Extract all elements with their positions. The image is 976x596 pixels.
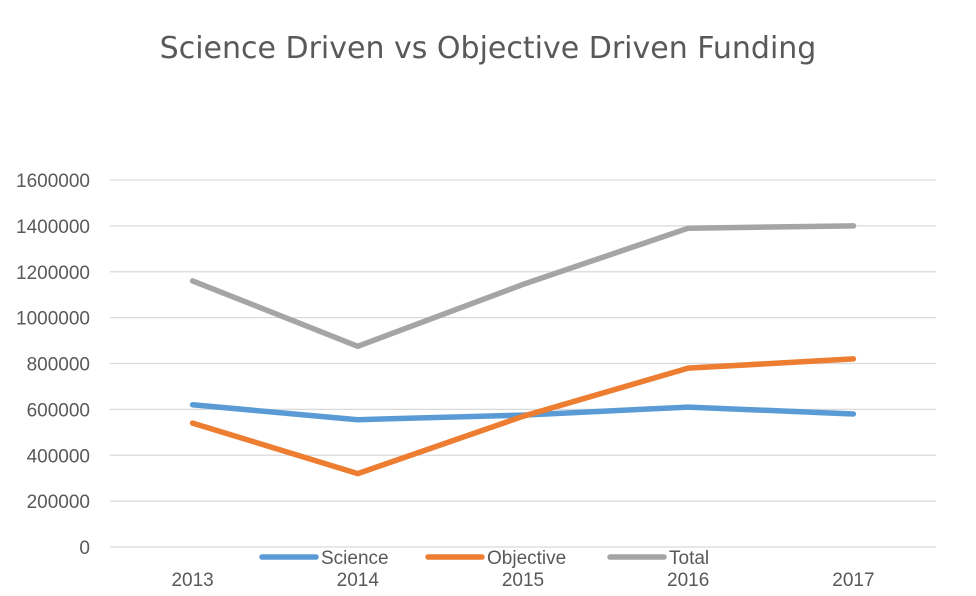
y-tick-label: 400000 xyxy=(27,446,90,467)
series-line-total xyxy=(189,223,857,350)
x-tick-label: 2017 xyxy=(832,570,874,591)
y-tick-label: 200000 xyxy=(27,492,90,513)
legend-label-objective: Objective xyxy=(487,548,566,569)
series-line-objective xyxy=(189,356,857,477)
series-lines xyxy=(189,223,857,477)
chart-title: Science Driven vs Objective Driven Fundi… xyxy=(160,31,817,66)
y-tick-label: 600000 xyxy=(27,400,90,421)
x-tick-label: 2015 xyxy=(502,570,544,591)
y-axis-ticks: 0 200000 400000 600000 800000 1000000 1200000 1… xyxy=(16,171,90,559)
x-tick-label: 2014 xyxy=(337,570,380,591)
y-tick-label: 0 xyxy=(79,538,90,559)
y-tick-label: 800000 xyxy=(27,355,90,376)
y-tick-label: 1400000 xyxy=(16,217,90,238)
y-tick-label: 1600000 xyxy=(16,171,90,192)
legend: Science Objective Total xyxy=(259,548,709,569)
y-tick-label: 1200000 xyxy=(16,263,90,284)
x-tick-label: 2013 xyxy=(171,570,213,591)
y-tick-label: 1000000 xyxy=(16,309,90,330)
legend-label-total: Total xyxy=(669,548,709,569)
x-tick-label: 2016 xyxy=(667,570,709,591)
legend-label-science: Science xyxy=(321,548,389,569)
x-axis-ticks: 2013 2014 2015 2016 2017 xyxy=(171,570,874,591)
